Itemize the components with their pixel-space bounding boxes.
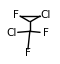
Text: F: F (13, 10, 19, 20)
Text: Cl: Cl (6, 28, 16, 38)
Text: F: F (43, 28, 49, 38)
Text: F: F (25, 48, 31, 58)
Text: Cl: Cl (40, 10, 51, 20)
